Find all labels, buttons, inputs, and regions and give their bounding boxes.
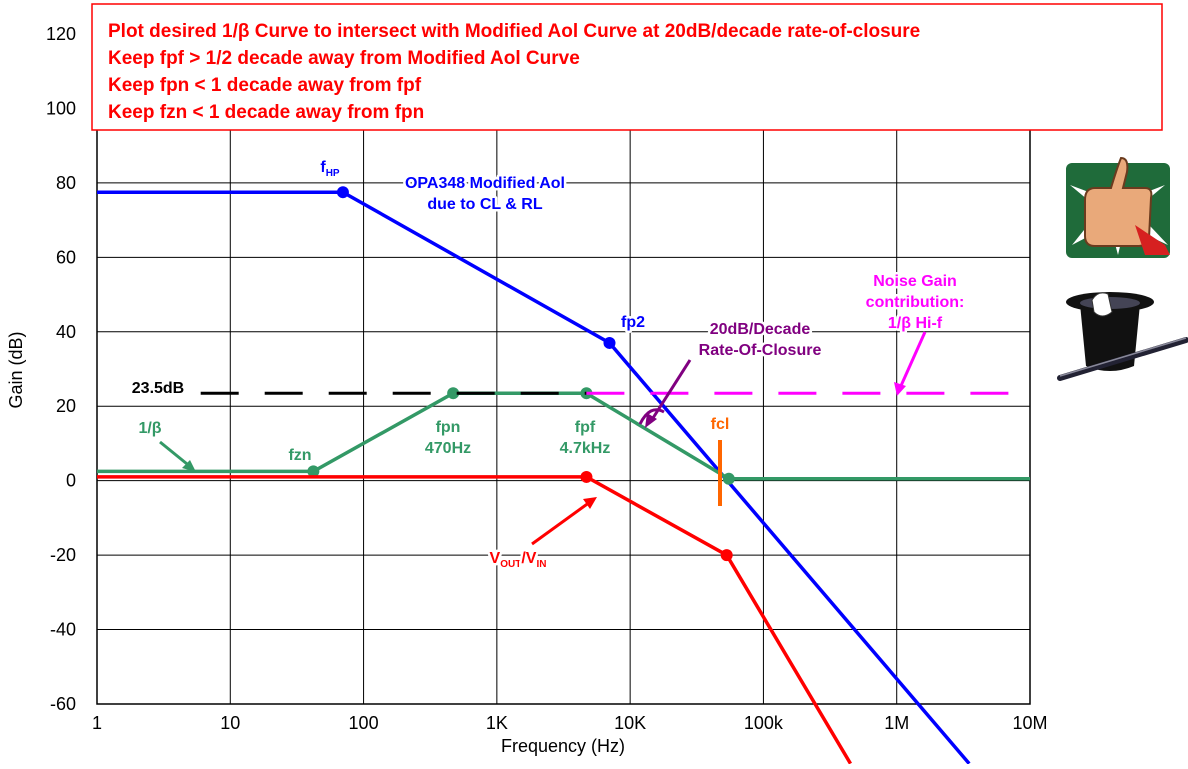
y-axis-title: Gain (dB) [6,331,26,408]
data-point [307,465,320,478]
annotation: 4.7kHz [560,440,611,457]
y-tick-label: 40 [56,322,76,342]
y-tick-label: 100 [46,98,76,118]
annotation: fcl [711,416,730,433]
annotation-part: f [320,159,326,176]
series-line [97,475,853,765]
data-point [447,387,460,400]
arrow-head [645,413,657,428]
arrow [651,359,692,419]
y-tick-label: -20 [50,545,76,565]
y-tick-label: 80 [56,173,76,193]
annotation: 23.5dB [132,380,184,397]
thumbs-up-icon [1066,156,1170,258]
series-line [97,190,971,765]
arrows [159,331,927,546]
note-line: Keep fpf > 1/2 decade away from Modified… [108,48,580,69]
data-point [720,549,733,562]
series [97,186,1030,765]
annotation: due to CL & RL [427,196,542,213]
arrow-head [182,460,196,472]
data-point [722,472,735,485]
x-tick-label: 100k [744,713,784,733]
magic-hat-icon [1057,292,1188,381]
x-tick-label: 10M [1012,713,1047,733]
arrow-head [894,382,906,396]
annotation: 20dB/Decade [710,321,811,338]
notes-box [91,3,1163,131]
note-line: Plot desired 1/β Curve to intersect with… [108,21,920,42]
y-tick-label: 60 [56,247,76,267]
x-tick-label: 1 [92,713,102,733]
x-tick-label: 1M [884,713,909,733]
y-tick-label: 0 [66,471,76,491]
arrow-head [583,497,597,509]
x-tick-label: 10 [220,713,240,733]
annotation: fp2 [621,314,645,331]
data-point [580,470,593,483]
y-tick-label: -60 [50,694,76,714]
annotation: 1/β [138,420,161,437]
annotation: Noise Gain [873,273,957,290]
annotation: Rate-Of-Closure [699,342,822,359]
annotation: OPA348 Modified Aol [405,175,565,192]
annotation: fpf [575,419,596,436]
subscript: IN [536,559,546,570]
note-line: Keep fpn < 1 decade away from fpf [108,75,422,96]
annotation: fpn [436,419,461,436]
x-tick-label: 100 [349,713,379,733]
annotation-part: V [490,550,501,567]
data-point [603,336,616,349]
x-tick-label: 10K [614,713,646,733]
x-tick-label: 1K [486,713,508,733]
angle-arc [638,408,665,425]
annotation: fHP [320,159,340,179]
subscript: OUT [500,559,521,570]
annotation: 1/β Hi-f [888,315,943,332]
subscript: HP [326,168,340,179]
annotation-part: /V [521,550,536,567]
annotations: 23.5dB fHP OPA348 Modified Aol due to CL & … [129,157,967,573]
y-tick-label: 20 [56,396,76,416]
x-axis-title: Frequency (Hz) [501,736,625,756]
annotation: contribution: [866,294,965,311]
arrow [898,331,927,389]
note-line: Keep fzn < 1 decade away from fpn [108,102,424,123]
series-line [97,391,1030,481]
annotation: VOUT/VIN [490,550,547,570]
notes: Plot desired 1/β Curve to intersect with… [108,21,920,123]
data-point [336,186,349,199]
annotation: fzn [288,447,311,464]
arrow [531,500,591,546]
y-tick-label: -40 [50,620,76,640]
y-tick-label: 120 [46,24,76,44]
annotation: 470Hz [425,440,471,457]
